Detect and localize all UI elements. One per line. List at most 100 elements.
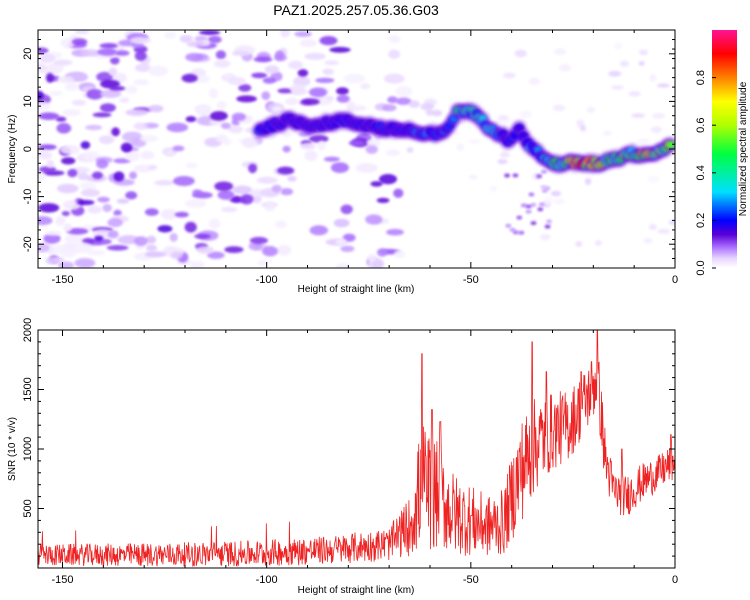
snr-y-tick-label: 1500 (22, 377, 34, 401)
heatmap-cell (96, 71, 113, 82)
heatmap-cell (57, 261, 75, 268)
heatmap-cell (586, 107, 596, 113)
heatmap-cell (71, 38, 88, 46)
heatmap-cell (528, 192, 535, 197)
heatmap-cell (333, 218, 350, 228)
colorbar-tick-label: 0.0 (695, 260, 707, 275)
heatmap-cell (262, 246, 278, 257)
heatmap-cell (186, 41, 205, 48)
heatmap-cell (169, 233, 178, 242)
heatmap-cell (280, 188, 294, 196)
heatmap-cell (74, 258, 96, 268)
heatmap-cell (509, 227, 516, 232)
heatmap-cell (208, 35, 222, 44)
heatmap-cell (575, 241, 583, 247)
ridge-segment (666, 141, 675, 149)
heatmap-cell (38, 101, 51, 112)
heatmap-cell (553, 198, 566, 205)
heatmap-cell (154, 180, 174, 186)
heatmap-cell (340, 245, 355, 252)
heatmap-cell (262, 77, 277, 84)
heatmap-cell (347, 105, 367, 112)
heatmap-cell (116, 198, 130, 204)
heatmap-cell (157, 225, 173, 233)
spectrogram-x-tick-label: -50 (463, 274, 479, 286)
heatmap-cell (108, 67, 118, 77)
heatmap-cell (277, 88, 293, 94)
heatmap-cell (288, 60, 303, 70)
heatmap-cell (248, 242, 263, 251)
heatmap-cell (420, 103, 435, 111)
heatmap-cell (70, 242, 93, 254)
heatmap-cell (309, 135, 329, 143)
heatmap-cell (388, 49, 401, 59)
heatmap-cell (281, 130, 292, 138)
heatmap-cell (224, 246, 244, 254)
heatmap-cell (174, 211, 189, 218)
heatmap-cell (38, 166, 57, 173)
heatmap-cell (408, 100, 420, 108)
heatmap-cell (253, 56, 273, 63)
heatmap-cell (98, 135, 115, 145)
heatmap-cell (370, 181, 383, 187)
heatmap-cell (140, 150, 155, 160)
snr-x-tick-label: 0 (672, 574, 678, 586)
heatmap-cell (371, 258, 384, 268)
heatmap-cell (236, 95, 257, 103)
heatmap-cell (133, 164, 153, 173)
heatmap-cell (113, 158, 131, 164)
snr-x-tick-label: -50 (463, 574, 479, 586)
heatmap-cell (290, 83, 306, 95)
spectrogram-y-tick-label: 0 (22, 146, 34, 152)
heatmap-cell (315, 77, 335, 83)
heatmap-cell (516, 215, 523, 220)
heatmap-cell (280, 30, 290, 38)
heatmap-cell (208, 218, 221, 230)
heatmap-cell (594, 240, 603, 246)
heatmap-cell (537, 207, 544, 212)
heatmap-cell (365, 214, 383, 225)
heatmap-cell (107, 218, 123, 228)
heatmap-cell (222, 138, 232, 146)
heatmap-cell (220, 206, 238, 213)
heatmap-cell (72, 99, 86, 106)
heatmap-cell (172, 145, 185, 152)
heatmap-cell (301, 98, 320, 106)
heatmap-cell (297, 69, 309, 77)
snr-x-tick-label: -100 (256, 574, 278, 586)
heatmap-cell (336, 87, 349, 95)
heatmap-cell (382, 104, 397, 112)
heatmap-cell (86, 89, 104, 100)
heatmap-cell (559, 63, 571, 72)
heatmap-cell (250, 188, 263, 198)
heatmap-cell (248, 163, 258, 174)
heatmap-cell (503, 72, 516, 79)
heatmap-cell (146, 235, 157, 244)
heatmap-cell (110, 56, 120, 65)
heatmap-cell (114, 72, 127, 83)
heatmap-cell (60, 144, 80, 155)
spectrogram-x-tick-label: -150 (51, 274, 73, 286)
heatmap-cell (196, 246, 214, 254)
heatmap-cell (120, 142, 133, 153)
heatmap-cell (366, 138, 381, 147)
heatmap-cell (519, 110, 532, 118)
heatmap-cell (379, 174, 397, 185)
heatmap-cell (185, 116, 197, 123)
heatmap-cell (518, 230, 525, 235)
heatmap-cell (619, 60, 630, 67)
heatmap-cell (324, 60, 340, 66)
spectrogram-y-tick-label: 10 (22, 95, 34, 107)
heatmap-cell (55, 215, 66, 226)
heatmap-cell (74, 30, 89, 35)
heatmap-cell (45, 72, 55, 83)
heatmap-cell (80, 49, 101, 57)
heatmap-cell (38, 62, 47, 73)
spectrogram-x-axis-label: Height of straight line (km) (298, 284, 415, 295)
heatmap-cell (395, 97, 412, 105)
heatmap-cell (323, 156, 340, 162)
heatmap-ridge (252, 103, 675, 235)
heatmap-cell (92, 171, 103, 180)
heatmap-cell (46, 159, 55, 168)
heatmap-cell (99, 43, 118, 49)
